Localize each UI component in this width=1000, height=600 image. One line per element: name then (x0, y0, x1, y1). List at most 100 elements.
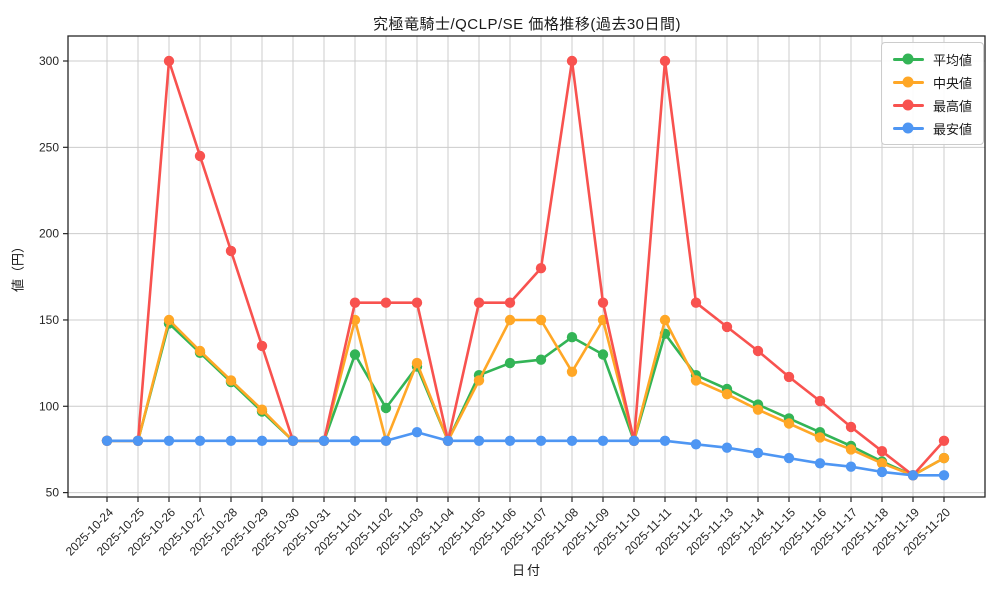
data-point-median (659, 314, 671, 326)
data-point-min (256, 435, 268, 446)
data-point-min (132, 435, 144, 446)
data-point-min (473, 435, 485, 446)
data-point-median (690, 375, 702, 386)
data-point-median (163, 314, 175, 326)
series-line-min (101, 427, 950, 481)
data-point-average (380, 402, 392, 414)
data-point-median (194, 345, 206, 357)
data-point-min (721, 442, 733, 453)
data-point-min (566, 435, 578, 446)
data-point-average (566, 332, 578, 343)
svg-text:50: 50 (46, 486, 60, 500)
data-point-max (814, 395, 826, 407)
axis-ticks (63, 60, 945, 502)
data-point-min (504, 435, 516, 446)
data-point-median (783, 418, 795, 429)
data-point-median (721, 389, 733, 400)
legend-label-min: 最安値 (932, 121, 972, 137)
data-point-median (535, 314, 547, 326)
data-point-max (411, 297, 423, 308)
data-point-min (783, 452, 795, 464)
legend: 平均値 中央値 最高値 最安値 (880, 42, 984, 145)
data-point-min (535, 435, 547, 446)
data-point-max (473, 297, 485, 308)
data-point-min (597, 435, 609, 446)
data-point-median (504, 314, 516, 326)
svg-text:250: 250 (39, 140, 59, 154)
data-point-min (752, 447, 764, 459)
data-point-median (225, 375, 237, 386)
data-point-min (845, 461, 857, 472)
data-point-median (876, 458, 888, 469)
data-point-average (504, 357, 516, 369)
y-tick-labels: 50 100 150 200 250 300 (39, 54, 59, 500)
data-point-min (814, 458, 826, 469)
data-point-min (442, 435, 454, 446)
legend-item-average: 平均値 (892, 51, 972, 68)
data-point-min (907, 470, 919, 481)
svg-text:100: 100 (39, 399, 59, 413)
data-point-min (380, 435, 392, 446)
data-point-max (845, 421, 857, 433)
data-point-max (938, 435, 950, 446)
x-axis-label: 日付 (511, 563, 543, 578)
legend-label-median: 中央値 (932, 75, 972, 91)
data-point-min (628, 435, 640, 446)
data-point-min (411, 427, 423, 438)
data-point-max (504, 297, 516, 308)
legend-marker-median (892, 74, 924, 90)
data-point-average (349, 349, 361, 360)
legend-label-max: 最高値 (932, 98, 972, 114)
data-point-average (535, 354, 547, 365)
svg-text:200: 200 (39, 227, 59, 241)
data-point-max (783, 371, 795, 383)
data-point-median (752, 404, 764, 415)
data-point-max (256, 340, 268, 352)
y-axis-label: 値（円） (10, 239, 26, 293)
legend-marker-average (892, 51, 924, 67)
data-point-max (163, 55, 175, 67)
data-point-min (318, 435, 330, 446)
series-line-max (101, 55, 950, 481)
data-point-min (659, 435, 671, 446)
data-point-min (225, 435, 237, 446)
legend-item-median: 中央値 (892, 74, 972, 91)
svg-text:150: 150 (39, 313, 59, 327)
data-point-median (411, 357, 423, 369)
data-point-median (256, 404, 268, 415)
legend-item-max: 最高値 (892, 97, 972, 114)
legend-marker-min (892, 120, 924, 136)
data-point-min (194, 435, 206, 446)
legend-label-average: 平均値 (932, 52, 972, 68)
data-point-median (938, 452, 950, 464)
data-point-max (194, 150, 206, 162)
data-point-median (845, 444, 857, 455)
data-point-median (473, 375, 485, 386)
data-point-max (380, 297, 392, 308)
data-point-max (690, 297, 702, 308)
data-point-max (349, 297, 361, 308)
data-point-median (566, 366, 578, 377)
legend-marker-max (892, 97, 924, 113)
data-point-max (225, 245, 237, 257)
data-point-max (876, 446, 888, 457)
data-point-max (535, 263, 547, 274)
data-point-min (101, 435, 113, 446)
data-point-min (690, 439, 702, 450)
legend-item-min: 最安値 (892, 120, 972, 137)
data-point-max (721, 321, 733, 333)
data-point-average (597, 349, 609, 360)
x-tick-labels: 2025-10-242025-10-252025-10-262025-10-27… (63, 505, 954, 559)
data-point-min (163, 435, 175, 446)
data-point-min (876, 466, 888, 478)
data-point-median (814, 432, 826, 443)
chart-title: 究極竜騎士/QCLP/SE 価格推移(過去30日間) (372, 16, 682, 33)
data-point-min (938, 470, 950, 481)
data-point-max (566, 55, 578, 67)
data-point-max (597, 297, 609, 308)
svg-text:300: 300 (39, 54, 59, 68)
plot-frame (67, 35, 986, 498)
data-point-max (752, 345, 764, 357)
